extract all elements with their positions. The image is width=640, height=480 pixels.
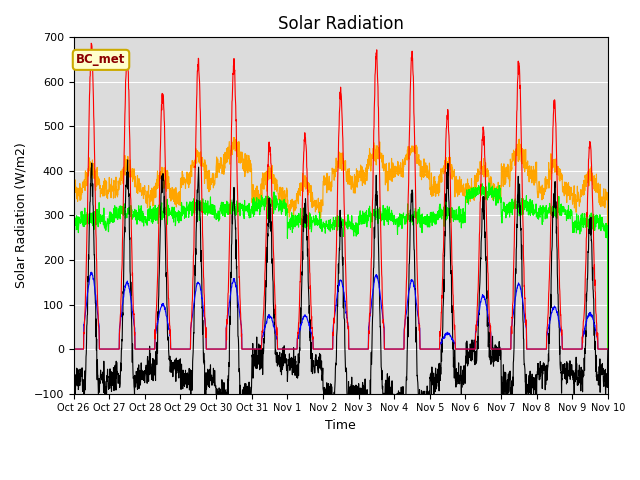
- LW_out: [230, 135, 237, 141]
- SW_in: [219, 346, 227, 352]
- Rnet: [572, 368, 580, 374]
- SW_in: [356, 346, 364, 352]
- LW_out: [368, 155, 376, 161]
- Rnet: [219, 389, 227, 395]
- SW_out: [88, 269, 95, 275]
- LW_in: [572, 223, 579, 228]
- SW_out: [219, 346, 227, 352]
- LW_out: [70, 190, 77, 196]
- Rnet: [223, 418, 230, 423]
- Rnet: [497, 351, 504, 357]
- Rnet: [604, 346, 612, 352]
- Legend: SW_in, SW_out, LW_in, LW_out, Rnet: SW_in, SW_out, LW_in, LW_out, Rnet: [138, 478, 543, 480]
- Text: BC_met: BC_met: [76, 53, 125, 66]
- Y-axis label: Solar Radiation (W/m2): Solar Radiation (W/m2): [15, 143, 28, 288]
- LW_in: [219, 207, 227, 213]
- SW_out: [604, 346, 612, 352]
- Rnet: [124, 157, 131, 163]
- Line: SW_out: SW_out: [74, 272, 608, 349]
- SW_in: [88, 40, 95, 46]
- SW_in: [572, 346, 579, 352]
- Line: LW_in: LW_in: [74, 183, 608, 349]
- Line: Rnet: Rnet: [74, 160, 608, 420]
- X-axis label: Time: Time: [325, 419, 356, 432]
- LW_in: [484, 180, 492, 186]
- SW_in: [368, 240, 376, 245]
- SW_out: [572, 346, 579, 352]
- Rnet: [557, 370, 565, 376]
- Rnet: [356, 393, 364, 398]
- Line: LW_out: LW_out: [74, 138, 608, 349]
- SW_out: [368, 296, 376, 302]
- LW_out: [604, 346, 612, 352]
- SW_out: [356, 346, 364, 352]
- SW_out: [70, 346, 77, 352]
- SW_in: [70, 346, 77, 352]
- Title: Solar Radiation: Solar Radiation: [278, 15, 404, 33]
- SW_in: [557, 312, 564, 318]
- LW_in: [557, 202, 564, 207]
- LW_out: [219, 163, 227, 168]
- Line: SW_in: SW_in: [74, 43, 608, 349]
- LW_out: [572, 192, 579, 198]
- LW_out: [496, 183, 504, 189]
- SW_out: [496, 346, 504, 352]
- LW_in: [496, 185, 504, 191]
- LW_out: [557, 172, 564, 178]
- LW_in: [604, 346, 612, 352]
- LW_out: [356, 169, 364, 175]
- Rnet: [70, 382, 77, 388]
- LW_in: [356, 213, 364, 218]
- SW_out: [557, 328, 564, 334]
- Rnet: [368, 336, 376, 342]
- LW_in: [368, 213, 376, 219]
- LW_in: [70, 226, 77, 232]
- SW_in: [604, 346, 612, 352]
- SW_in: [496, 346, 504, 352]
